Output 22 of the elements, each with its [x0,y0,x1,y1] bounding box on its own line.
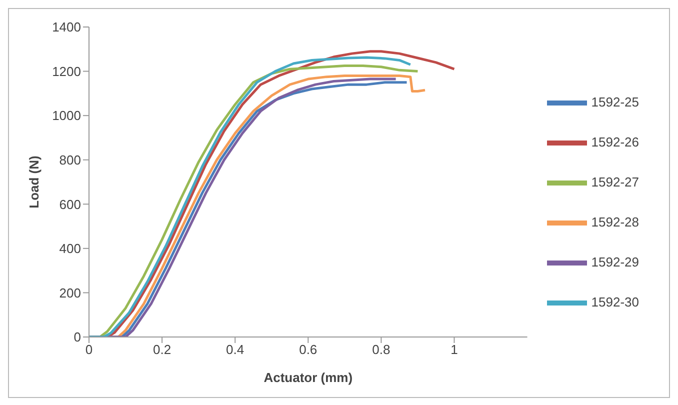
y-tick-label: 800 [59,152,81,168]
legend-label: 1592-25 [591,94,639,110]
y-tick-label: 200 [59,285,81,300]
legend-label: 1592-28 [591,214,639,230]
x-tick-label: 0.4 [226,342,244,358]
y-tick-label: 0 [74,330,81,345]
legend-label: 1592-26 [591,134,639,150]
x-tick-label: 1 [450,342,458,358]
y-tick-label: 400 [59,241,81,256]
y-tick-label: 1000 [52,108,81,124]
y-tick-label: 600 [59,196,81,212]
legend-label: 1592-27 [591,174,639,190]
y-tick-label: 1400 [52,20,81,35]
legend-label: 1592-30 [591,294,639,310]
x-axis-title: Actuator (mm) [264,370,353,385]
x-tick-label: 0.6 [299,342,318,358]
y-axis-title: Load (N) [26,156,42,208]
y-tick-label: 1200 [52,64,81,79]
legend-label: 1592-29 [591,254,639,270]
x-tick-label: 0.2 [153,342,172,358]
x-tick-label: 0 [85,342,93,358]
x-tick-label: 0.8 [372,342,390,358]
